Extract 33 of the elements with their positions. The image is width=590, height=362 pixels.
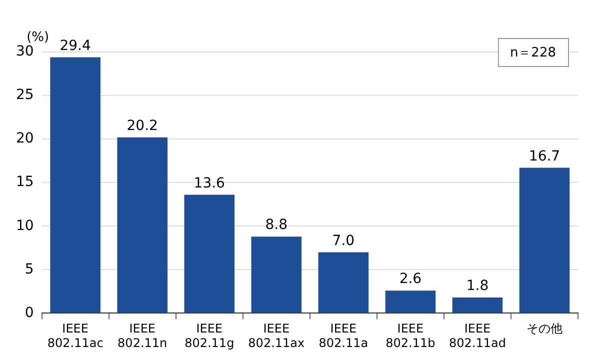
bar xyxy=(385,290,436,313)
annotation: n＝228 xyxy=(510,45,556,60)
data-label: 29.4 xyxy=(60,38,92,54)
x-tick-label: IEEE 802.11ax xyxy=(248,322,305,350)
y-axis-title: (%) xyxy=(26,30,50,45)
x-tick-label: IEEE 802.11b xyxy=(386,322,436,350)
y-tick-label: 15 xyxy=(16,174,34,190)
data-label: 7.0 xyxy=(332,232,355,249)
x-tick-label: IEEE 802.11g xyxy=(184,322,234,350)
y-tick-label: 10 xyxy=(16,218,34,234)
data-label: 20.2 xyxy=(126,118,158,134)
bar xyxy=(318,252,369,313)
y-tick-label: 20 xyxy=(16,130,34,147)
x-tick-label: IEEE 802.11ad xyxy=(448,322,506,350)
y-tick-label: 5 xyxy=(24,261,34,278)
data-label: 16.7 xyxy=(528,148,560,164)
y-tick-label: 30 xyxy=(16,44,34,60)
bar xyxy=(251,236,302,313)
x-tick-label: IEEE 802.11n xyxy=(118,322,168,350)
y-tick-label: 25 xyxy=(16,87,34,104)
bar xyxy=(452,298,503,313)
data-label: 13.6 xyxy=(194,175,226,192)
data-label: 1.8 xyxy=(466,278,489,294)
y-tick-label: 0 xyxy=(24,304,34,321)
x-tick-label: その他 xyxy=(526,322,562,336)
x-tick-label: IEEE 802.11a xyxy=(318,322,368,350)
x-tick-label: IEEE 802.11ac xyxy=(47,322,104,350)
bar xyxy=(50,57,100,313)
bar xyxy=(519,168,570,313)
data-label: 2.6 xyxy=(399,271,422,288)
bar xyxy=(184,194,235,313)
data-label: 8.8 xyxy=(265,217,288,234)
bar xyxy=(117,137,168,313)
